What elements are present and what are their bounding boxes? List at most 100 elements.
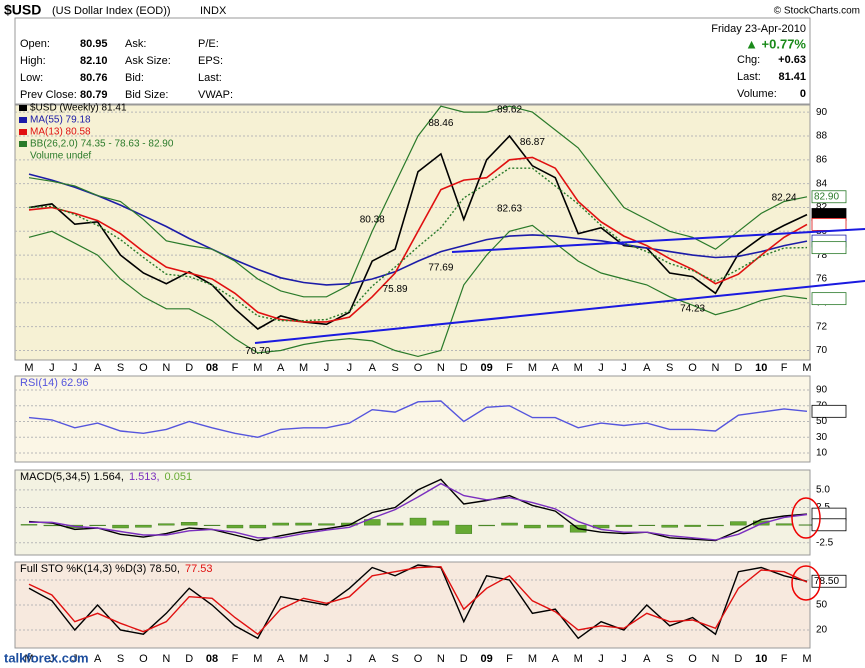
histogram-bar xyxy=(638,524,656,526)
price-annotation: 74.23 xyxy=(680,304,705,315)
price-annotation: 77.69 xyxy=(428,262,453,273)
histogram-bar xyxy=(661,524,678,528)
panel-title: RSI(14) 62.96 xyxy=(20,377,88,389)
x-tick-label: S xyxy=(391,362,398,374)
x-tick-label: O xyxy=(139,653,148,665)
x-tick-label: M xyxy=(299,653,308,665)
legend-entry: $USD (Weekly) 81.41 xyxy=(30,103,127,114)
value-marker-box xyxy=(811,292,847,306)
y-tick-label: 2.5 xyxy=(816,502,830,513)
price-annotation: 80.38 xyxy=(360,214,385,225)
series-line xyxy=(28,167,808,322)
x-tick-label: F xyxy=(781,653,788,665)
quote-cell: 80.95 xyxy=(80,38,108,50)
value-marker-box xyxy=(811,190,847,204)
histogram-bar xyxy=(615,524,633,527)
price-annotation: 82.24 xyxy=(772,192,797,203)
quote-cell: P/E: xyxy=(198,38,219,50)
series-line xyxy=(28,173,808,286)
quote-cell: EPS: xyxy=(198,55,223,67)
y-tick-label: 90 xyxy=(816,385,828,396)
y-tick-label: 72 xyxy=(816,321,828,332)
x-tick-label: A xyxy=(94,653,102,665)
x-tick-label: D xyxy=(734,362,742,374)
x-tick-label: D xyxy=(460,653,468,665)
legend-swatch xyxy=(19,141,27,147)
quote-cell: Last: xyxy=(198,72,222,84)
y-tick-label: 5.0 xyxy=(816,485,830,496)
quote-cell: Prev Close: xyxy=(20,89,77,101)
legend-entry: MA(55) 79.18 xyxy=(30,115,91,126)
histogram-bar xyxy=(409,517,427,526)
x-tick-label: J xyxy=(621,362,627,374)
x-tick-label: M xyxy=(24,653,33,665)
histogram-bar xyxy=(524,524,541,529)
x-tick-label: D xyxy=(185,653,193,665)
quote-cell: 80.79 xyxy=(80,89,108,101)
series-line xyxy=(28,400,808,439)
x-tick-label: F xyxy=(506,653,513,665)
x-tick-label: S xyxy=(117,362,124,374)
histogram-bar xyxy=(363,519,381,526)
x-tick-label: N xyxy=(711,362,719,374)
y-tick-label: 82 xyxy=(816,202,828,213)
x-tick-label: F xyxy=(232,653,239,665)
highlight-circle xyxy=(791,497,821,539)
panel-title: MACD(5,34,5) 1.564, xyxy=(20,471,124,483)
histogram-bar xyxy=(89,524,106,526)
value-marker-box xyxy=(811,217,847,231)
x-tick-label: J xyxy=(72,653,78,665)
x-tick-label: M xyxy=(253,653,262,665)
x-tick-label: O xyxy=(139,362,148,374)
x-tick-label: A xyxy=(369,653,377,665)
symbol: $USD xyxy=(4,2,41,18)
quote-cell: 80.76 xyxy=(80,72,108,84)
histogram-bar xyxy=(20,524,38,526)
x-tick-label: S xyxy=(391,653,398,665)
histogram-bar xyxy=(478,524,495,527)
quote-date: Friday 23-Apr-2010 xyxy=(711,23,806,35)
band-line xyxy=(28,105,808,298)
x-tick-label: 09 xyxy=(481,653,493,665)
trendline xyxy=(254,280,865,344)
y-tick-label: 88 xyxy=(816,131,828,142)
histogram-bar xyxy=(318,523,335,526)
quote-value: +0.63 xyxy=(778,54,806,66)
price-annotation: 70.70 xyxy=(245,346,270,357)
x-tick-label: J xyxy=(49,653,55,665)
y-tick-label: 84 xyxy=(816,178,828,189)
exchange: INDX xyxy=(200,5,227,17)
x-tick-label: M xyxy=(528,653,537,665)
x-tick-label: O xyxy=(414,362,423,374)
x-tick-label: N xyxy=(162,362,170,374)
panel-title: Full STO %K(14,3) %D(3) 78.50, xyxy=(20,563,180,575)
price-annotation: 75.89 xyxy=(383,284,408,295)
x-tick-label: N xyxy=(437,653,445,665)
histogram-bar xyxy=(203,524,221,526)
macd-panel xyxy=(14,469,811,556)
x-tick-label: 08 xyxy=(206,653,218,665)
x-tick-label: A xyxy=(552,653,560,665)
x-tick-label: M xyxy=(253,362,262,374)
x-tick-label: D xyxy=(460,362,468,374)
x-tick-label: 10 xyxy=(755,362,767,374)
y-tick-label: -2.5 xyxy=(816,537,834,548)
histogram-bar xyxy=(180,522,198,526)
histogram-bar xyxy=(730,521,747,526)
change-percent: ▲ +0.77% xyxy=(745,36,806,51)
legend-entry: Volume undef xyxy=(30,151,91,162)
y-tick-label: 50 xyxy=(816,416,828,427)
quote-label: Chg: xyxy=(737,54,760,66)
x-tick-label: M xyxy=(574,362,583,374)
histogram-bar xyxy=(226,524,244,529)
x-tick-label: 10 xyxy=(755,653,767,665)
x-tick-label: M xyxy=(24,362,33,374)
y-tick-label: 86 xyxy=(816,154,828,165)
instrument-name: (US Dollar Index (EOD)) xyxy=(52,5,171,17)
trendline xyxy=(451,228,865,253)
quote-cell: Bid: xyxy=(125,72,144,84)
histogram-bar xyxy=(455,524,473,534)
rsi-panel xyxy=(14,375,811,463)
x-tick-label: F xyxy=(506,362,513,374)
